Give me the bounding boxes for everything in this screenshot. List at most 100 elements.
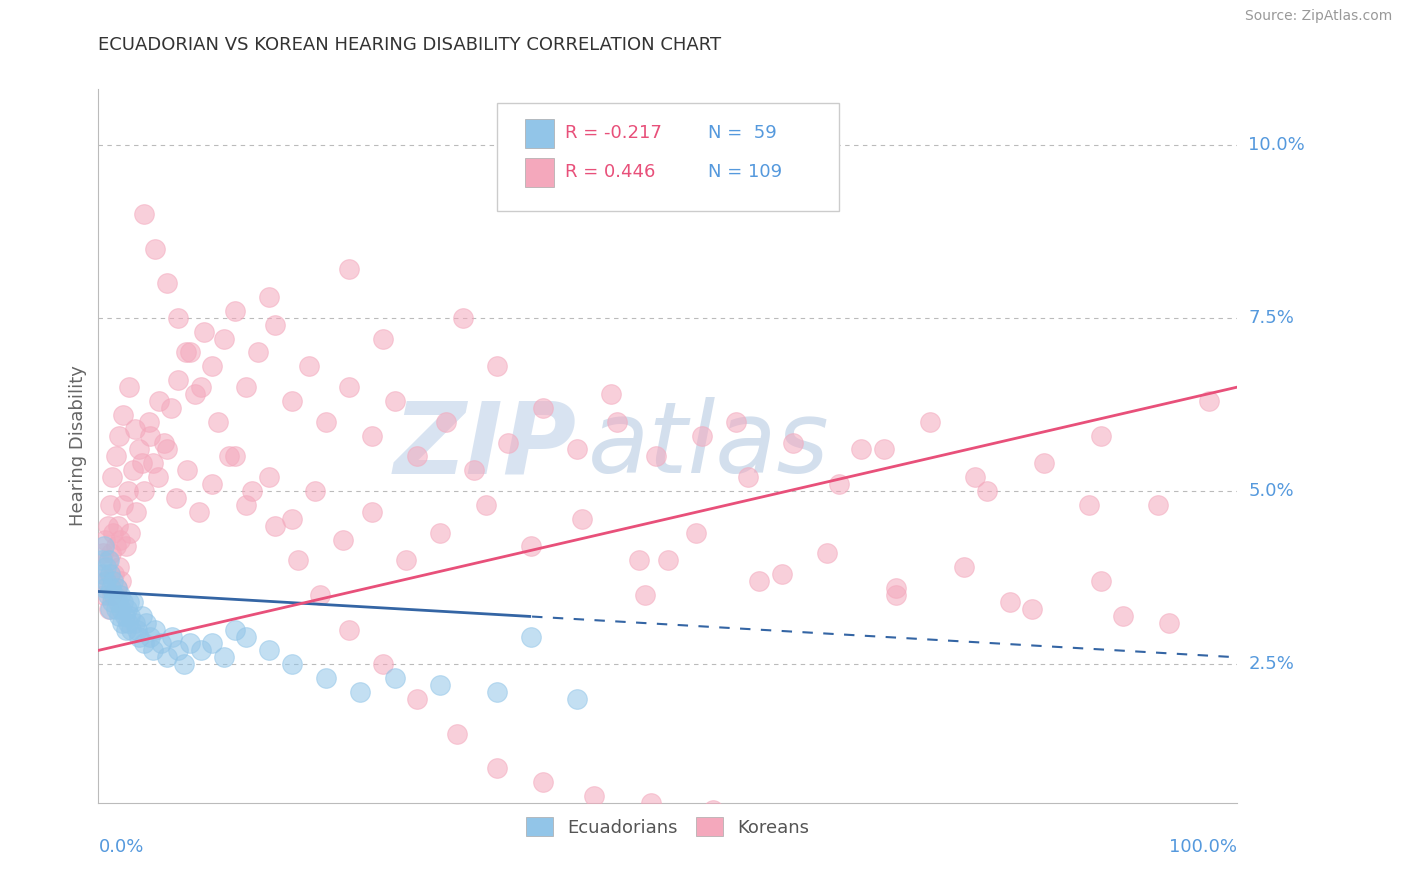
Point (201, 636, 224, 650)
Point (406, 691, 429, 706)
Point (1021, 602, 1043, 616)
Point (127, 623, 149, 637)
Point (131, 456, 153, 470)
Text: 0.0%: 0.0% (98, 838, 143, 855)
Point (429, 525, 451, 540)
Point (770, 810, 793, 824)
Point (201, 477, 224, 491)
FancyBboxPatch shape (498, 103, 839, 211)
Point (782, 435, 804, 450)
Point (96, 560, 118, 574)
Point (110, 574, 132, 588)
Point (600, 387, 623, 401)
Point (121, 463, 143, 477)
Point (110, 602, 132, 616)
Point (174, 345, 197, 359)
Point (873, 442, 896, 457)
Point (264, 518, 287, 533)
Point (93, 588, 115, 602)
Point (395, 553, 418, 567)
Point (142, 456, 165, 470)
Point (104, 450, 127, 464)
Point (1090, 428, 1112, 442)
Text: 2.5%: 2.5% (1249, 656, 1295, 673)
Point (965, 470, 987, 484)
Point (1146, 498, 1168, 512)
Point (96, 518, 118, 533)
Point (360, 505, 382, 519)
Point (520, 540, 543, 554)
Point (145, 623, 167, 637)
Point (349, 685, 371, 699)
Point (97, 553, 120, 567)
Point (112, 408, 135, 422)
FancyBboxPatch shape (526, 120, 554, 148)
Point (645, 450, 668, 464)
Point (98, 567, 121, 582)
Point (259, 470, 281, 484)
Point (156, 650, 179, 665)
Point (173, 657, 195, 672)
Point (337, 623, 360, 637)
Point (97, 602, 120, 616)
Point (918, 415, 941, 429)
Point (520, 630, 543, 644)
Point (156, 442, 179, 457)
Point (657, 553, 679, 567)
Point (101, 470, 124, 484)
Point (128, 630, 150, 644)
Point (201, 359, 224, 374)
Point (160, 401, 183, 415)
Point (112, 498, 135, 512)
Point (108, 428, 131, 442)
Point (264, 318, 287, 332)
Point (634, 588, 657, 602)
Point (235, 630, 257, 644)
Point (981, 823, 1004, 838)
Point (167, 310, 190, 325)
Point (176, 463, 198, 477)
Point (309, 588, 332, 602)
Point (117, 615, 139, 630)
Point (690, 428, 713, 442)
Point (1198, 394, 1220, 409)
Point (486, 761, 509, 775)
Point (118, 595, 141, 609)
Point (96, 588, 118, 602)
Point (851, 442, 873, 457)
Point (429, 678, 451, 692)
Point (1078, 498, 1101, 512)
Point (135, 615, 157, 630)
Point (1054, 823, 1078, 838)
Point (725, 415, 748, 429)
Text: R = 0.446: R = 0.446 (565, 163, 655, 181)
Point (246, 345, 269, 359)
Point (384, 394, 406, 409)
Point (115, 602, 138, 616)
Text: ZIP: ZIP (394, 398, 576, 494)
Point (434, 415, 457, 429)
Point (235, 498, 257, 512)
Point (281, 657, 304, 672)
Point (531, 775, 554, 789)
Point (90, 553, 112, 567)
Point (224, 623, 246, 637)
Point (212, 650, 235, 665)
Point (108, 560, 131, 574)
Point (165, 491, 187, 505)
Point (117, 483, 139, 498)
Point (565, 442, 588, 457)
Point (114, 608, 136, 623)
Point (156, 276, 179, 290)
FancyBboxPatch shape (526, 158, 554, 186)
Point (907, 823, 929, 838)
Point (120, 608, 142, 623)
Point (114, 623, 136, 637)
Point (138, 630, 160, 644)
Point (1090, 574, 1112, 588)
Point (384, 671, 406, 685)
Point (337, 262, 360, 277)
Point (103, 567, 125, 582)
Point (884, 588, 907, 602)
Point (371, 657, 394, 672)
